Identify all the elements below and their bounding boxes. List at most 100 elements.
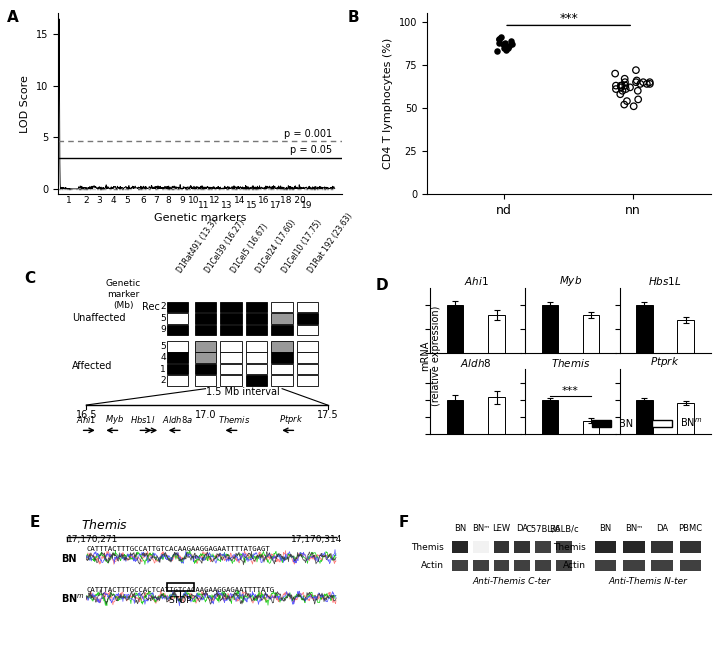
Text: BNᵐ: BNᵐ: [472, 524, 489, 533]
FancyBboxPatch shape: [220, 302, 241, 312]
FancyBboxPatch shape: [246, 364, 268, 375]
FancyBboxPatch shape: [220, 353, 241, 363]
Text: 5: 5: [160, 314, 166, 323]
Point: [615, 80, 626, 91]
Point: [500, 44, 512, 55]
FancyBboxPatch shape: [167, 353, 188, 363]
FancyBboxPatch shape: [167, 375, 188, 386]
Text: ***: ***: [559, 11, 578, 25]
Text: $\it{Ptprk}$: $\it{Ptprk}$: [278, 413, 303, 426]
Text: PBMC: PBMC: [679, 524, 703, 533]
Point: [621, 96, 633, 106]
FancyBboxPatch shape: [271, 375, 293, 386]
Bar: [556, 560, 572, 571]
Text: BNᵐ: BNᵐ: [625, 524, 642, 533]
Bar: [623, 541, 645, 553]
Bar: [473, 541, 489, 553]
Text: 5: 5: [160, 342, 166, 351]
Text: BN: BN: [61, 555, 76, 564]
Bar: [452, 560, 468, 571]
FancyBboxPatch shape: [167, 313, 188, 324]
FancyBboxPatch shape: [297, 341, 318, 351]
Text: DA: DA: [516, 524, 529, 533]
FancyBboxPatch shape: [167, 341, 188, 351]
Point: [628, 101, 639, 112]
FancyBboxPatch shape: [195, 364, 216, 375]
Text: C57BL/6: C57BL/6: [526, 524, 560, 533]
Text: D1Cel24 (17.60): D1Cel24 (17.60): [255, 218, 298, 274]
FancyBboxPatch shape: [271, 364, 293, 375]
Bar: [636, 400, 653, 434]
Point: [619, 77, 631, 88]
Bar: [535, 541, 551, 553]
Point: [620, 84, 631, 94]
Point: [610, 80, 622, 91]
Text: 1: 1: [65, 195, 71, 205]
FancyBboxPatch shape: [167, 364, 188, 375]
Text: E: E: [30, 515, 40, 531]
Text: 18 20: 18 20: [281, 195, 306, 205]
Text: 17: 17: [270, 201, 281, 209]
Text: $\it{Themis}$: $\it{Themis}$: [80, 518, 128, 532]
FancyBboxPatch shape: [167, 324, 188, 335]
FancyBboxPatch shape: [246, 341, 268, 351]
Text: 2: 2: [83, 195, 88, 205]
FancyBboxPatch shape: [195, 302, 216, 312]
Point: [619, 74, 631, 84]
Bar: [452, 541, 468, 553]
Bar: [677, 320, 694, 353]
Text: $\it{Ahi1}$: $\it{Ahi1}$: [76, 414, 96, 425]
FancyBboxPatch shape: [195, 375, 216, 386]
Bar: [583, 315, 600, 353]
Text: $\it{Hbs1l}$: $\it{Hbs1l}$: [130, 414, 156, 425]
FancyBboxPatch shape: [195, 353, 216, 363]
Point: [497, 39, 509, 50]
Title: $\it{Aldh8}$: $\it{Aldh8}$: [460, 357, 492, 369]
Y-axis label: LOD Score: LOD Score: [20, 75, 30, 132]
Text: 17,170,314: 17,170,314: [291, 535, 342, 543]
Bar: [542, 304, 558, 353]
Text: 8: 8: [166, 195, 172, 205]
Point: [634, 78, 646, 89]
Text: D1Cel10 (17.75): D1Cel10 (17.75): [281, 218, 323, 274]
Text: D1Cel39 (16.27): D1Cel39 (16.27): [204, 218, 247, 274]
Bar: [623, 560, 645, 571]
Text: 17.5: 17.5: [317, 410, 339, 420]
Text: F: F: [399, 515, 409, 531]
Text: Actin: Actin: [563, 561, 586, 570]
Bar: [535, 560, 551, 571]
Bar: [636, 304, 653, 353]
Text: D1Rat491 (13.3): D1Rat491 (13.3): [175, 217, 219, 274]
FancyBboxPatch shape: [195, 341, 216, 351]
FancyBboxPatch shape: [271, 324, 293, 335]
Text: Themis: Themis: [411, 543, 444, 552]
Y-axis label: CD4 T lymphocytes (%): CD4 T lymphocytes (%): [383, 38, 393, 169]
Text: 9: 9: [160, 325, 166, 334]
Bar: [447, 304, 463, 353]
Text: 12: 12: [210, 195, 220, 205]
Text: C: C: [24, 271, 35, 286]
FancyBboxPatch shape: [246, 353, 268, 363]
Bar: [494, 541, 510, 553]
Bar: [447, 400, 463, 434]
Text: 3: 3: [96, 195, 102, 205]
Text: 9: 9: [180, 195, 186, 205]
Title: $\it{Themis}$: $\it{Themis}$: [551, 357, 590, 369]
Text: LEW: LEW: [492, 524, 510, 533]
X-axis label: Genetic markers: Genetic markers: [154, 213, 246, 223]
Text: 2: 2: [160, 376, 166, 385]
Text: BN: BN: [600, 524, 612, 533]
Point: [506, 39, 518, 50]
Title: $\it{Ptprk}$: $\it{Ptprk}$: [650, 355, 680, 369]
Text: p = 0.001: p = 0.001: [284, 129, 332, 138]
Title: $\it{Myb}$: $\it{Myb}$: [559, 274, 582, 288]
Point: [491, 46, 502, 57]
Bar: [652, 560, 673, 571]
FancyBboxPatch shape: [167, 302, 188, 312]
Text: 19: 19: [302, 201, 313, 209]
Text: 5: 5: [124, 195, 130, 205]
FancyBboxPatch shape: [220, 364, 241, 375]
Text: 16.5: 16.5: [75, 410, 97, 420]
Text: Unaffected: Unaffected: [72, 313, 125, 323]
Text: STOP: STOP: [169, 596, 192, 605]
